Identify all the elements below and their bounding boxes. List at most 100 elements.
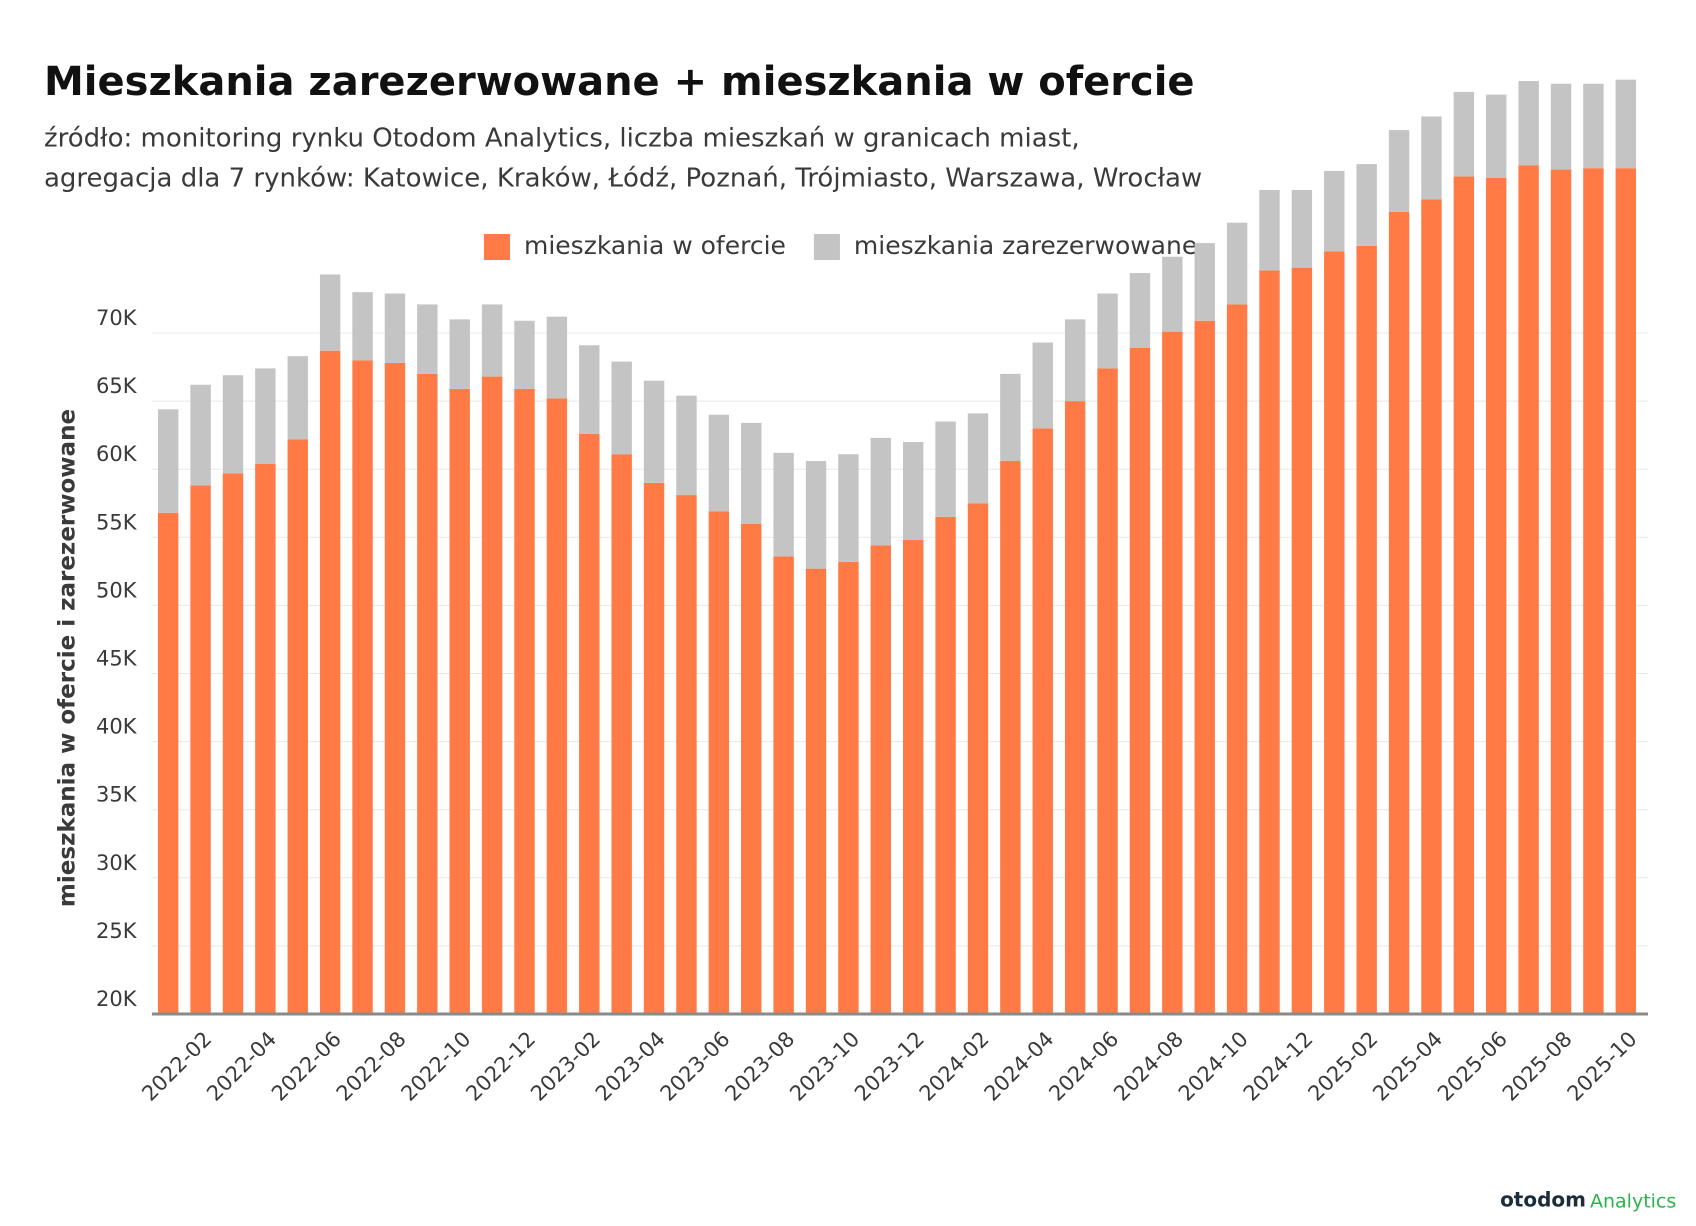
subtitle: źródło: monitoring rynku Otodom Analytic… [44, 124, 1080, 154]
bar-segment [417, 304, 438, 374]
bar-segment [902, 540, 924, 1014]
bar-segment [546, 398, 568, 1015]
legend-swatch [484, 234, 510, 260]
bar-segment [1388, 130, 1410, 212]
bar-segment [1291, 189, 1313, 268]
bar-segment [1291, 267, 1313, 1014]
bar-segment [1064, 319, 1086, 402]
y-tick-label: 70K [96, 306, 138, 330]
bar-segment [611, 454, 632, 1014]
x-tick-label: 2023-08 [720, 1027, 799, 1106]
bar-segment [838, 561, 859, 1014]
bar-segment [190, 485, 211, 1014]
bar-segment [1162, 331, 1183, 1014]
bar-segment [676, 395, 697, 496]
bar-segment [1388, 211, 1410, 1015]
bar-segment [1356, 245, 1377, 1014]
bar-segment [967, 503, 989, 1014]
bar-segment [1226, 222, 1248, 305]
x-tick-label: 2023-12 [850, 1027, 929, 1106]
y-tick-label: 50K [96, 578, 138, 602]
bar-segment [1097, 368, 1118, 1014]
bar-segment [1129, 347, 1151, 1014]
bar-segment [579, 433, 600, 1015]
y-tick-label: 25K [96, 919, 138, 943]
bar-segment [870, 545, 892, 1014]
bar-segment [643, 380, 665, 483]
bar-segment [935, 421, 956, 517]
logo: otodom Analytics [1500, 1188, 1676, 1213]
legend-swatch [813, 234, 840, 260]
logo-brand: otodom [1500, 1188, 1586, 1212]
x-tick-label: 2023-02 [526, 1027, 605, 1106]
bar-segment [1486, 94, 1507, 178]
bar-segment [352, 292, 373, 361]
bar-segment [773, 452, 794, 557]
x-tick-label: 2022-12 [461, 1027, 540, 1106]
x-tick-label: 2025-08 [1498, 1027, 1577, 1106]
bar-segment [1259, 270, 1280, 1014]
x-tick-label: 2022-04 [202, 1027, 281, 1106]
bar-segment [708, 511, 730, 1014]
bar-segment [838, 454, 859, 562]
bar-segment [1453, 91, 1475, 177]
x-tick-label: 2025-06 [1433, 1027, 1512, 1106]
bar-segment [1518, 165, 1539, 1014]
bar-segment [1550, 83, 1572, 170]
bar-segment [481, 304, 503, 377]
bar-segment [1324, 251, 1345, 1014]
bar-segment [287, 439, 308, 1015]
bar-segment [481, 376, 503, 1015]
bar-segment [805, 568, 827, 1014]
y-tick-label: 40K [96, 715, 138, 739]
x-tick-label: 2024-04 [980, 1027, 1059, 1106]
bar-segment [222, 375, 244, 474]
x-tick-label: 2022-10 [396, 1027, 475, 1106]
bar-segment [255, 463, 276, 1014]
legend-label: mieszkania zarezerwowane [854, 231, 1197, 260]
bar-segment [384, 362, 406, 1014]
bar-segment [190, 384, 211, 486]
bar-segment [319, 350, 341, 1014]
x-tick-label: 2025-04 [1368, 1027, 1447, 1106]
bar-segment [157, 512, 179, 1014]
x-tick-label: 2023-04 [591, 1027, 670, 1106]
bar-segment [773, 556, 794, 1014]
bar-segment [1064, 401, 1086, 1015]
x-tick-label: 2022-08 [332, 1027, 411, 1106]
bar-segment [1032, 342, 1053, 429]
y-tick-label: 30K [96, 851, 138, 875]
bar-segment [417, 373, 438, 1014]
y-tick-label: 55K [96, 510, 138, 534]
bar-segment [1000, 461, 1021, 1014]
bar-segment [546, 316, 568, 399]
bar-segment [449, 319, 470, 389]
bar-segment [514, 388, 535, 1014]
bar-segment [384, 293, 406, 363]
legend-label: mieszkania w ofercie [524, 231, 786, 260]
bar-segment [449, 388, 470, 1014]
bar-segment [967, 413, 989, 504]
bar-segment [1550, 169, 1572, 1014]
x-tick-label: 2022-06 [267, 1027, 346, 1106]
bar-segment [741, 523, 762, 1014]
bar-segment [1032, 428, 1053, 1015]
bar-segment [579, 345, 600, 434]
bar-segment [222, 473, 244, 1014]
bar-segment [676, 495, 697, 1014]
bar-segment [157, 409, 179, 513]
bar-segment [870, 437, 892, 546]
bar-segment [1194, 320, 1215, 1014]
y-tick-label: 65K [96, 374, 138, 398]
bar-segment [1097, 293, 1118, 369]
bar-segment [935, 516, 956, 1014]
y-axis-title: mieszkania w ofercie i zarezerwowane [55, 409, 81, 907]
bar-segment [1194, 243, 1215, 321]
x-tick-label: 2024-06 [1044, 1027, 1123, 1106]
x-tick-label: 2023-10 [785, 1027, 864, 1106]
bar-segment [287, 356, 308, 440]
bar-segment [1129, 273, 1151, 348]
bar-segment [741, 422, 762, 524]
bar-segment [1226, 304, 1248, 1014]
x-tick-label: 2024-02 [915, 1027, 994, 1106]
